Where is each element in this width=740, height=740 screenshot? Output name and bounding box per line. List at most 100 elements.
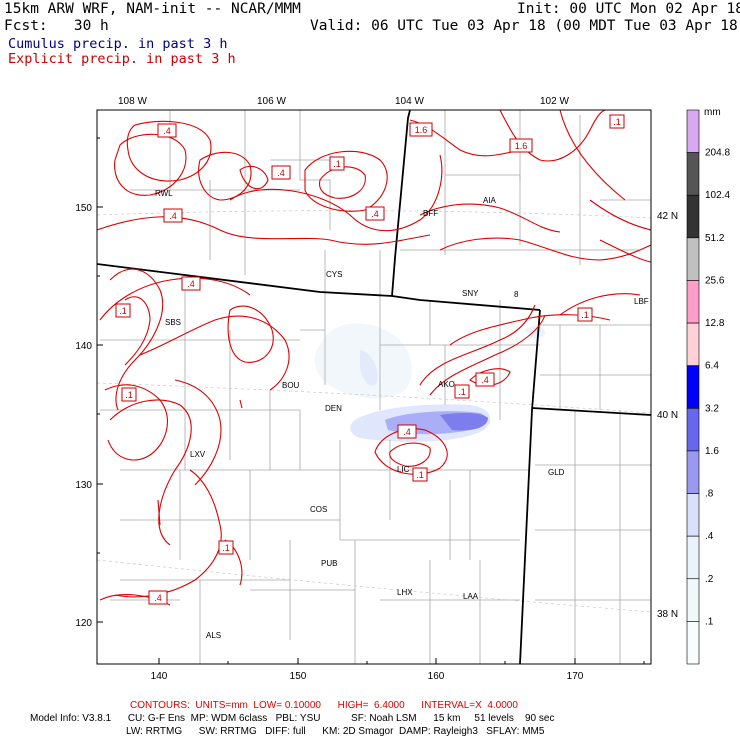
contour-label: .4 (157, 123, 177, 138)
state-borders (97, 110, 651, 664)
model-info: Model Info: V3.8.1 CU: G-F Ens MP: WDM 6… (30, 713, 555, 724)
x-tick-label: 150 (290, 671, 307, 682)
station-label: AIA (483, 196, 497, 205)
station-label: AKO (438, 380, 455, 389)
svg-text:.4: .4 (163, 126, 171, 136)
contour-label: .4 (397, 424, 417, 439)
lat-label: 38 N (657, 609, 678, 620)
contour-label: .4 (475, 372, 495, 387)
contour-label: .1 (577, 307, 593, 322)
svg-text:.1: .1 (416, 470, 424, 480)
station-label: COS (310, 505, 327, 514)
station-label: SNY (462, 289, 479, 298)
forecast-hour: Fcst: 30 h (4, 18, 109, 34)
svg-text:.1: .1 (125, 390, 133, 400)
y-tick-label: 120 (75, 618, 92, 629)
legend-swatch (686, 152, 700, 196)
station-label: LHX (397, 588, 413, 597)
x-tick-label: 140 (151, 671, 168, 682)
y-tick-label: 140 (75, 341, 92, 352)
lat-label: 40 N (657, 410, 678, 421)
valid-time: Valid: 06 UTC Tue 03 Apr 18 (00 MDT Tue … (310, 18, 740, 34)
station-label: DEN (325, 404, 342, 413)
y-tick-label: 130 (75, 480, 92, 491)
init-time: Init: 00 UTC Mon 02 Apr 18 (517, 1, 740, 17)
legend-label: 102.4 (705, 190, 730, 201)
station-label: RWL (155, 189, 173, 198)
axis-labels: 108 W 106 W 104 W 102 W 42 N 40 N 38 N 1… (75, 96, 678, 682)
stations: RWL BFF AIA CYS SNY LBF SBS BOU AKO DEN … (155, 189, 649, 640)
svg-text:.4: .4 (277, 168, 285, 178)
contour-label: .4 (163, 208, 183, 223)
y-tick-label: 150 (75, 203, 92, 214)
contour-label: .1 (412, 467, 428, 482)
contour-label: 1.6 (409, 122, 433, 137)
contour-label: .1 (609, 114, 625, 129)
legend-swatch (686, 109, 700, 153)
legend-label: .1 (705, 616, 714, 627)
contour-label: .4 (148, 590, 168, 605)
station-marker: 8 (514, 290, 519, 299)
contour-label: .1 (218, 540, 234, 555)
svg-text:.1: .1 (333, 159, 341, 169)
legend-label: .2 (705, 574, 714, 585)
axis-ticks (97, 137, 645, 664)
color-legend: mm 204.8 102.4 51.2 25.6 12.8 6.4 3.2 1.6 .8 .4 .2… (686, 107, 730, 665)
legend-label: 25.6 (705, 275, 725, 286)
contour-label: .4 (271, 165, 291, 180)
station-label: BFF (423, 209, 438, 218)
contour-info: CONTOURS: UNITS=mm LOW= 0.10000 HIGH= 6.… (130, 700, 518, 711)
station-label: PUB (321, 559, 337, 568)
model-info-2: LW: RRTMG SW: RRTMG DIFF: full KM: 2D Sm… (126, 726, 545, 737)
svg-text:.4: .4 (169, 211, 177, 221)
lon-label: 108 W (118, 96, 147, 107)
lon-label: 106 W (257, 96, 286, 107)
svg-text:.4: .4 (481, 375, 489, 385)
svg-text:.4: .4 (371, 209, 379, 219)
legend-label: 12.8 (705, 318, 725, 329)
station-label: LBF (634, 297, 649, 306)
legend-label: 204.8 (705, 148, 730, 159)
station-label: LAA (463, 592, 479, 601)
contour-label: .4 (365, 206, 385, 221)
contour-label: .1 (115, 303, 131, 318)
legend-swatch (686, 621, 700, 665)
svg-text:.1: .1 (458, 387, 466, 397)
legend-label: .8 (705, 489, 714, 500)
svg-text:.1: .1 (613, 117, 621, 127)
legend-labels: 204.8 102.4 51.2 25.6 12.8 6.4 3.2 1.6 .8 .4 .2 .1 (705, 148, 730, 628)
svg-text:.1: .1 (119, 306, 127, 316)
x-tick-label: 160 (428, 671, 445, 682)
contour-label: .1 (121, 387, 137, 402)
lon-label: 104 W (395, 96, 424, 107)
legend-swatches (686, 109, 700, 665)
legend-swatch (686, 408, 700, 452)
legend-swatch (686, 237, 700, 281)
legend-swatch (686, 365, 700, 409)
county-lines (100, 110, 651, 664)
lon-label: 102 W (540, 96, 569, 107)
map-content: RWL BFF AIA CYS SNY LBF SBS BOU AKO DEN … (97, 110, 651, 664)
legend-swatch (686, 578, 700, 622)
station-label: CYS (326, 270, 342, 279)
svg-text:.4: .4 (154, 593, 162, 603)
legend-swatch (686, 194, 700, 239)
legend-swatch (686, 280, 700, 324)
legend-label: .4 (705, 531, 714, 542)
legend-swatch (686, 322, 700, 366)
model-title: 15km ARW WRF, NAM-init -- NCAR/MMM (4, 1, 301, 17)
station-label: BOU (282, 381, 300, 390)
svg-text:1.6: 1.6 (415, 125, 428, 135)
legend-swatch (686, 535, 700, 580)
contour-labels: .4 .1 .4 1.6 1.6 .4 .4 .1 .4 .1 .1 .4 .1… (115, 114, 625, 605)
legend-swatch (686, 493, 700, 537)
svg-text:.1: .1 (581, 310, 589, 320)
station-label: LXV (190, 450, 206, 459)
explicit-precip-contours (97, 110, 651, 606)
x-tick-label: 170 (567, 671, 584, 682)
precip-shading (314, 323, 545, 442)
station-label: SBS (165, 318, 181, 327)
legend-label: 6.4 (705, 361, 719, 372)
legend-label: 3.2 (705, 403, 719, 414)
